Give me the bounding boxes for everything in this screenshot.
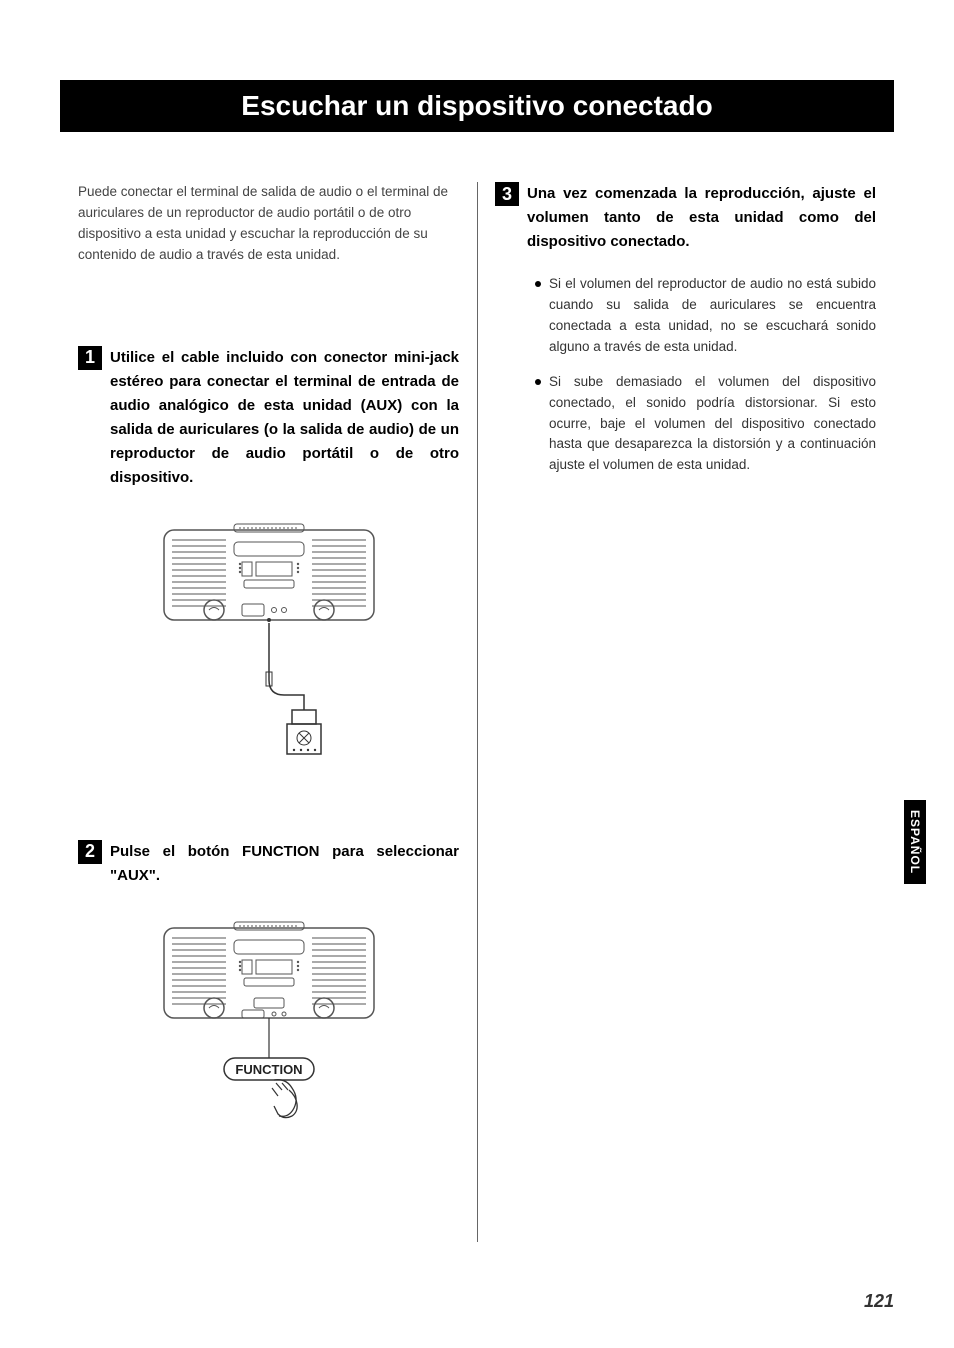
step-number-2: 2 xyxy=(78,840,102,864)
notes-list: Si el volumen del reproductor de audio n… xyxy=(535,274,876,476)
function-label: FUNCTION xyxy=(235,1062,302,1077)
step-number-3: 3 xyxy=(495,182,519,206)
page-number: 121 xyxy=(864,1291,894,1312)
language-tab: ESPAÑOL xyxy=(904,800,926,884)
intro-paragraph: Puede conectar el terminal de salida de … xyxy=(78,182,459,266)
page-title-bar: Escuchar un dispositivo conectado xyxy=(60,80,894,132)
right-column: 3 Una vez comenzada la reproducción, aju… xyxy=(477,182,894,1228)
step-text-3: Una vez comenzada la reproducción, ajust… xyxy=(527,182,876,254)
step-2: 2 Pulse el botón FUNCTION para seleccion… xyxy=(78,840,459,888)
device-function-illustration: FUNCTION xyxy=(154,918,384,1148)
step-1: 1 Utilice el cable incluido con conector… xyxy=(78,346,459,490)
page-title: Escuchar un dispositivo conectado xyxy=(60,90,894,122)
two-column-layout: Puede conectar el terminal de salida de … xyxy=(60,182,894,1228)
step-text-2: Pulse el botón FUNCTION para seleccionar… xyxy=(110,840,459,888)
step-text-1: Utilice el cable incluido con conector m… xyxy=(110,346,459,490)
note-bullet-1: Si el volumen del reproductor de audio n… xyxy=(535,274,876,358)
column-divider xyxy=(477,182,478,1242)
device-with-cable-illustration xyxy=(154,520,384,760)
step-3: 3 Una vez comenzada la reproducción, aju… xyxy=(495,182,876,254)
note-bullet-2: Si sube demasiado el volumen del disposi… xyxy=(535,372,876,477)
left-column: Puede conectar el terminal de salida de … xyxy=(60,182,477,1228)
step-number-1: 1 xyxy=(78,346,102,370)
